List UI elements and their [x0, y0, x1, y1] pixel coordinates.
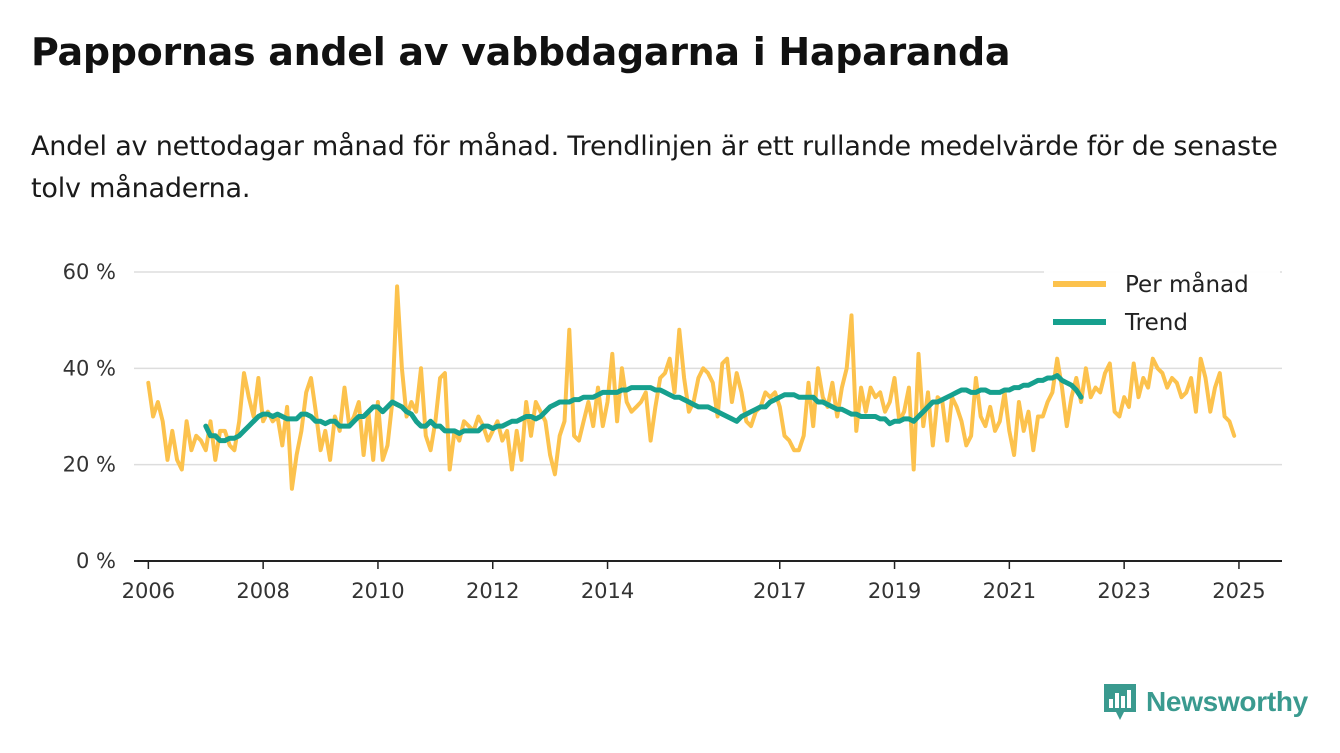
- chart-subtitle: Andel av nettodagar månad för månad. Tre…: [31, 131, 1278, 204]
- y-tick-label: 0 %: [76, 549, 116, 573]
- legend: Per månad Trend: [1044, 264, 1280, 350]
- y-tick-label: 60 %: [63, 260, 116, 284]
- x-tick-label: 2023: [1097, 579, 1150, 603]
- x-tick-label: 2012: [466, 579, 519, 603]
- x-tick-label: 2006: [122, 579, 175, 603]
- series-line-per-manad: [146, 284, 1237, 491]
- series-line-trend: [203, 373, 1084, 444]
- x-tick-label: 2014: [581, 579, 634, 603]
- series-lines: [146, 284, 1237, 491]
- y-tick-label: 40 %: [63, 356, 116, 380]
- x-tick-label: 2008: [236, 579, 289, 603]
- y-axis-ticks: 0 % 20 % 40 % 60 %: [63, 260, 116, 573]
- newsworthy-logo-icon: [1104, 684, 1136, 720]
- brand-name: Newsworthy: [1146, 686, 1308, 717]
- chart-title: Pappornas andel av vabbdagarna i Haparan…: [31, 30, 1011, 74]
- x-tick-label: 2021: [983, 579, 1036, 603]
- x-tick-label: 2010: [351, 579, 404, 603]
- y-tick-label: 20 %: [63, 453, 116, 477]
- brand-logo[interactable]: Newsworthy: [1102, 682, 1308, 722]
- x-axis-ticks: 2006 2008 2010 2012 2014 2017 2019 2021 2023 2025: [122, 561, 1266, 603]
- legend-label: Trend: [1124, 310, 1188, 336]
- legend-background: [1044, 264, 1280, 350]
- x-tick-label: 2019: [868, 579, 921, 603]
- legend-label: Per månad: [1125, 270, 1249, 298]
- x-tick-label: 2025: [1212, 579, 1265, 603]
- x-tick-label: 2017: [753, 579, 806, 603]
